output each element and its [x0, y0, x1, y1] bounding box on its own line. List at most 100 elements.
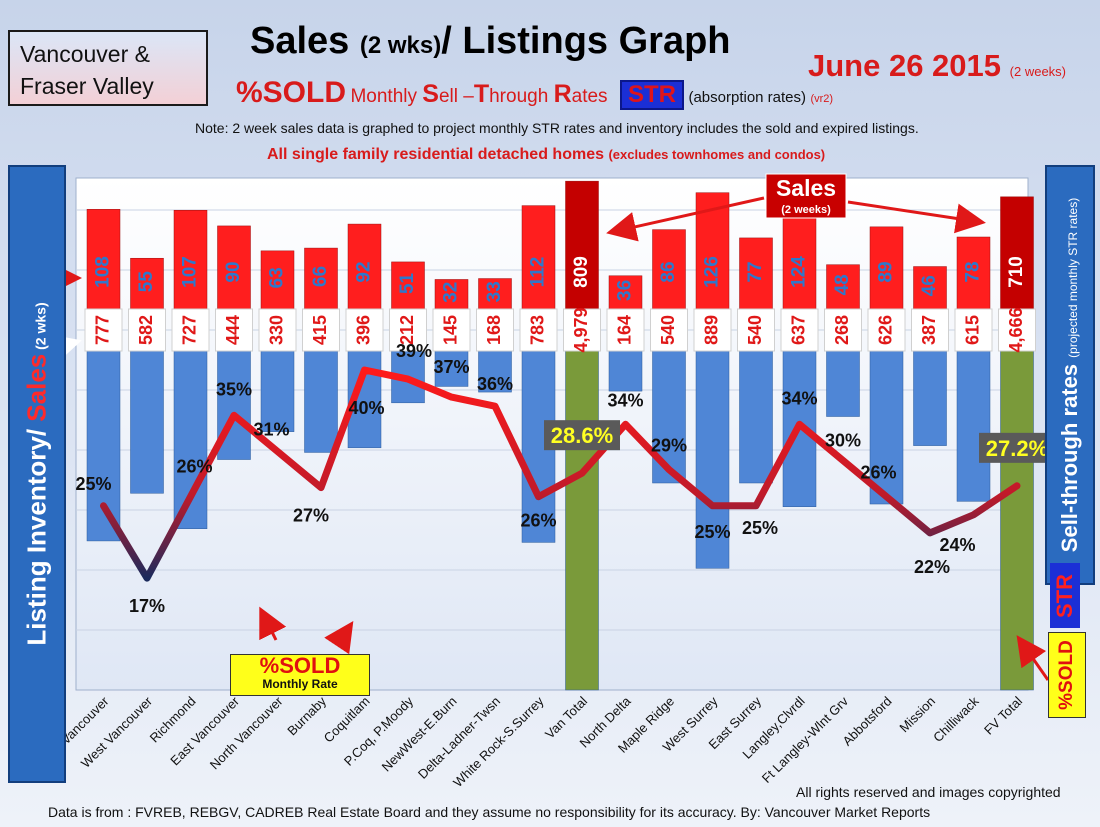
inventory-label-box: [215, 308, 253, 352]
inventory-bar: [913, 350, 947, 446]
sales-bar: [913, 266, 947, 310]
category-label: Chilliwack: [930, 693, 982, 745]
inventory-value: 540: [745, 315, 765, 345]
inventory-bar: [739, 350, 773, 484]
sales-value-labels: 108 55 107 90 63 66 92 51 32 33 112 809 36 86 126 77 124…: [93, 256, 1028, 303]
inventory-value: 145: [440, 315, 460, 345]
sales-bar: [86, 209, 121, 310]
sales-bar: [304, 247, 338, 310]
inventory-value: 268: [832, 315, 852, 345]
str-value-labels: 25% 17% 26% 35%31% 27% 40% 39%37% 36% 26% 28.6% 34…: [75, 341, 1055, 616]
str-line: [100, 366, 1021, 582]
inventory-label-box: [519, 308, 558, 352]
str-value: 37%: [433, 357, 469, 377]
str-total-value: 28.6%: [551, 423, 613, 448]
inventory-value: 212: [397, 315, 417, 345]
right-sold-badge: %SOLD: [1048, 632, 1086, 718]
sales-value: 112: [528, 257, 549, 288]
str-value: 26%: [176, 457, 212, 477]
sold-callout-sub: Monthly Rate: [262, 677, 338, 691]
inventory-label-box: [998, 308, 1036, 352]
inventory-bar: [1000, 350, 1034, 691]
sales-value: 86: [658, 261, 679, 282]
sales-value: 107: [180, 256, 201, 288]
inventory-bar: [608, 350, 643, 392]
inventory-value: 4,979: [571, 307, 591, 352]
sales-value: 78: [963, 261, 984, 282]
right-str-badge: STR: [1050, 563, 1080, 628]
title-main: Sales: [250, 20, 360, 62]
source-text: Data is from : FVREB, REBGV, CADREB Real…: [48, 804, 931, 820]
inventory-label-box: [84, 308, 123, 352]
str-value: 34%: [781, 388, 817, 408]
inventory-label-box: [650, 308, 688, 352]
sales-callout-title: Sales: [776, 175, 836, 201]
str-total-box: [979, 432, 1055, 463]
inventory-label-box: [737, 308, 775, 352]
sales-value: 108: [93, 256, 114, 288]
left-axis-panel: Listing Inventory/ Sales (2 wks): [8, 165, 66, 783]
sales-value: 126: [702, 256, 723, 288]
region-box: Vancouver & Fraser Valley: [8, 30, 208, 106]
right-axis-suffix: (projected monthly STR rates): [1066, 197, 1080, 358]
sales-value: 710: [1006, 256, 1027, 288]
sales-bar: [434, 279, 469, 310]
sales-value: 46: [919, 275, 940, 296]
inventory-bar: [130, 350, 164, 494]
inventory-value: 626: [875, 315, 895, 345]
str-value: 25%: [694, 522, 730, 542]
inventory-value: 637: [788, 315, 808, 345]
absorption-label: (absorption rates): [688, 89, 807, 106]
page-title: Sales (2 wks)/ Listings Graph: [250, 20, 731, 63]
inventory-value: 783: [527, 315, 547, 345]
inventory-label-box: [693, 308, 732, 352]
inventory-value-labels: 777 582 727 444 330 415 396 212 145 168 783 4,979 16…: [84, 307, 1036, 353]
left-axis-sales: Sales: [21, 353, 52, 422]
sales-value: 32: [441, 282, 462, 303]
sales-value: 89: [876, 261, 897, 282]
inventory-value: 387: [919, 315, 939, 345]
callout-arrows: Sales (2 weeks): [44, 173, 1050, 681]
sales-arrow-right: [847, 200, 986, 234]
note-text: Note: 2 week sales data is graphed to pr…: [195, 120, 919, 136]
sold-arrow-right: [1016, 635, 1050, 681]
inventory-label-box: [476, 308, 514, 352]
sales-value: 809: [571, 256, 592, 288]
subtitle-monthly: Monthly: [350, 86, 423, 107]
inventory-bar: [304, 350, 338, 453]
sales-value: 36: [615, 280, 636, 301]
sales-bar: [478, 278, 512, 310]
inventory-value: 396: [353, 315, 373, 345]
subtitle-r: R: [553, 80, 572, 108]
title-rest: / Listings Graph: [441, 20, 731, 62]
category-label: NewWest-E.Burn: [379, 694, 460, 775]
left-axis-suffix: (2 wks): [32, 302, 49, 354]
str-line-path: [100, 366, 1021, 582]
right-axis-panel: Sell-through rates (projected monthly ST…: [1045, 165, 1095, 585]
inventory-label-box: [432, 308, 471, 352]
sales-bar: [739, 237, 773, 310]
subtitle-t: T: [473, 80, 490, 108]
inventory-bar: [478, 350, 512, 393]
subtitle-ell: ell –: [438, 86, 474, 107]
inventory-label-box: [563, 308, 601, 352]
sales-value: 92: [354, 261, 375, 282]
inventory-value: 330: [266, 315, 286, 345]
str-value: 27%: [293, 506, 329, 526]
sales-bar: [1000, 196, 1034, 310]
sold-callout-title: %SOLD: [259, 653, 341, 678]
sales-arrow-left: [606, 196, 765, 242]
inventory-value: 4,666: [1006, 307, 1026, 352]
inventory-label-box: [389, 308, 427, 352]
inventory-value: 727: [179, 315, 199, 345]
str-value: 40%: [348, 398, 384, 418]
inventory-label-box: [911, 308, 949, 352]
str-value: 26%: [520, 511, 556, 531]
str-total-value: 27.2%: [986, 436, 1048, 461]
region-line2: Fraser Valley: [20, 73, 154, 99]
str-value: 39%: [396, 341, 432, 361]
category-label: Ft Langley-Wlnt Grv: [759, 693, 852, 786]
inventory-value: 889: [701, 315, 721, 345]
